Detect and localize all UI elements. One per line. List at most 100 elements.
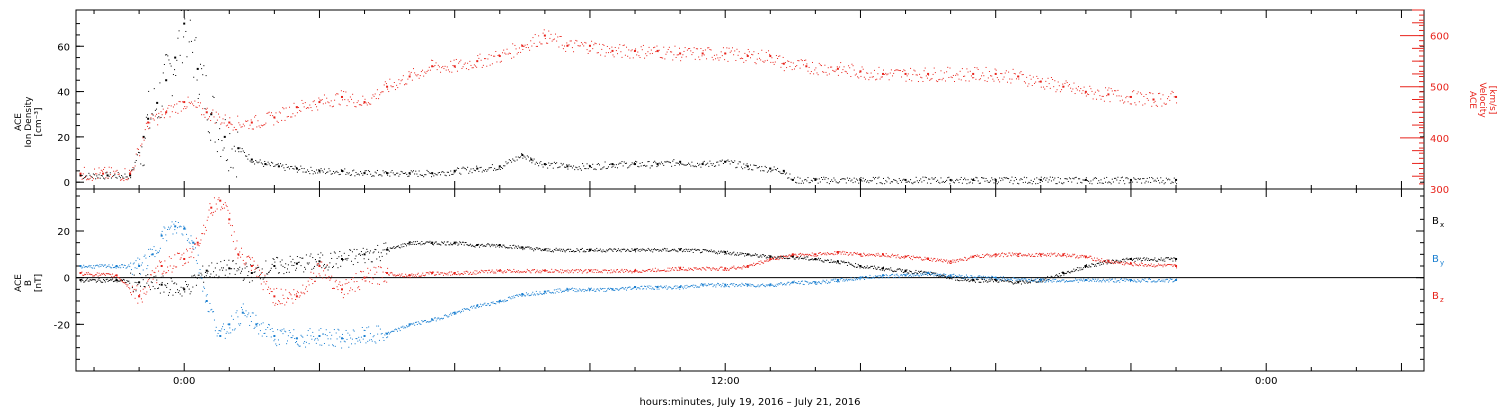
bx-sample xyxy=(906,269,908,271)
by-sample xyxy=(405,327,407,329)
bx-sample xyxy=(454,243,456,245)
bx-sample xyxy=(388,250,390,252)
density-sample xyxy=(1068,177,1070,179)
by-sample xyxy=(183,225,185,227)
bx-sample xyxy=(314,259,316,261)
by-sample xyxy=(949,275,951,277)
by-sample xyxy=(1161,279,1163,281)
velocity-sample xyxy=(651,52,653,54)
velocity-point xyxy=(183,101,186,104)
density-sample xyxy=(562,163,564,165)
bx-sample xyxy=(804,256,806,258)
by-sample xyxy=(407,325,409,327)
density-sample xyxy=(183,36,185,38)
by-sample xyxy=(276,345,278,347)
velocity-sample xyxy=(663,46,665,48)
density-sample xyxy=(534,163,536,165)
bx-sample xyxy=(723,250,725,252)
by-sample xyxy=(1055,278,1057,280)
bx-sample xyxy=(772,256,774,258)
by-sample xyxy=(613,289,615,291)
by-sample xyxy=(250,321,252,323)
by-sample xyxy=(860,276,862,278)
by-sample xyxy=(896,273,898,275)
by-sample xyxy=(468,308,470,310)
by-sample xyxy=(152,253,154,255)
by-sample xyxy=(767,284,769,286)
bx-sample xyxy=(96,280,98,282)
by-sample xyxy=(673,286,675,288)
by-sample xyxy=(227,323,229,325)
density-sample xyxy=(325,173,327,175)
by-sample xyxy=(573,288,575,290)
density-sample xyxy=(514,160,516,162)
velocity-sample xyxy=(310,107,312,109)
velocity-sample xyxy=(770,61,772,63)
by-sample xyxy=(90,265,92,267)
by-sample xyxy=(1139,281,1141,283)
bx-sample xyxy=(431,242,433,244)
bz-sample xyxy=(158,270,160,272)
density-sample xyxy=(431,176,433,178)
density-sample xyxy=(753,164,755,166)
bx-sample xyxy=(1069,272,1071,274)
velocity-sample xyxy=(1002,78,1004,80)
bx-sample xyxy=(313,267,315,269)
velocity-sample xyxy=(553,38,555,40)
velocity-sample xyxy=(690,50,692,52)
by-sample xyxy=(443,315,445,317)
bx-sample xyxy=(832,261,834,263)
by-sample xyxy=(446,315,448,317)
velocity-sample xyxy=(722,47,724,49)
bx-sample xyxy=(986,281,988,283)
velocity-sample xyxy=(275,112,277,114)
velocity-sample xyxy=(442,65,444,67)
density-sample xyxy=(175,75,177,77)
bx-sample xyxy=(138,282,140,284)
by-sample xyxy=(167,228,169,230)
bx-sample xyxy=(153,276,155,278)
velocity-sample xyxy=(137,148,139,150)
bz-sample xyxy=(249,257,251,259)
density-tick-label: 40 xyxy=(57,88,70,99)
by-sample xyxy=(195,247,197,249)
velocity-sample xyxy=(545,42,547,44)
density-sample xyxy=(186,56,188,58)
by-sample xyxy=(237,316,239,318)
velocity-sample xyxy=(505,53,507,55)
by-sample xyxy=(453,313,455,315)
density-sample xyxy=(1013,180,1015,182)
by-sample xyxy=(168,228,170,230)
velocity-sample xyxy=(845,71,847,73)
density-sample xyxy=(1048,179,1050,181)
by-sample xyxy=(263,332,265,334)
density-sample xyxy=(278,166,280,168)
velocity-sample xyxy=(734,50,736,52)
density-sample xyxy=(858,182,860,184)
velocity-sample xyxy=(286,116,288,118)
bx-sample xyxy=(343,252,345,254)
bz-sample xyxy=(108,273,110,275)
bx-sample xyxy=(502,244,504,246)
density-sample xyxy=(174,69,176,71)
bx-sample xyxy=(885,268,887,270)
bx-sample xyxy=(534,249,536,251)
by-sample xyxy=(1101,281,1103,283)
bz-sample xyxy=(270,290,272,292)
density-sample xyxy=(1153,180,1155,182)
velocity-sample xyxy=(526,44,528,46)
by-sample xyxy=(1131,280,1133,282)
by-sample xyxy=(822,279,824,281)
bx-sample xyxy=(650,250,652,252)
density-sample xyxy=(1073,178,1075,180)
by-sample xyxy=(325,329,327,331)
by-sample xyxy=(782,283,784,285)
density-sample xyxy=(293,168,295,170)
bx-sample xyxy=(1101,263,1103,265)
bx-sample xyxy=(1011,281,1013,283)
by-sample xyxy=(710,283,712,285)
density-sample xyxy=(663,164,665,166)
bx-sample xyxy=(107,281,109,283)
by-sample xyxy=(759,285,761,287)
velocity-point xyxy=(1152,98,1155,101)
